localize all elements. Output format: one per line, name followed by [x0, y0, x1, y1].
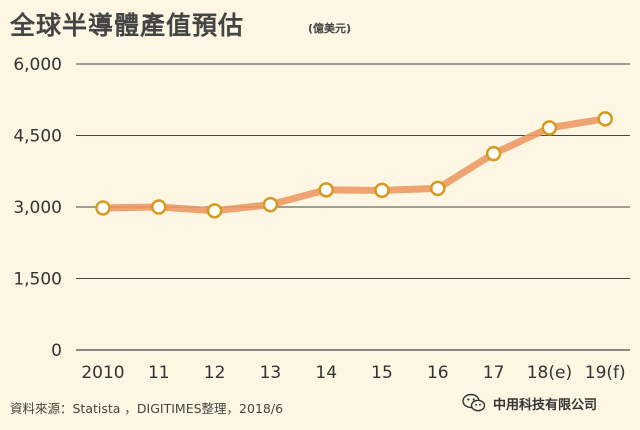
y-tick-label: 0 [51, 341, 62, 361]
data-point [95, 200, 111, 216]
watermark-text: 中用科技有限公司 [493, 397, 598, 413]
wechat-icon [462, 393, 486, 412]
data-point [541, 120, 558, 136]
data-point [485, 145, 502, 162]
x-tick-label: 17 [483, 363, 505, 383]
chart-unit: (億美元) [308, 22, 352, 35]
x-tick-label: 12 [204, 363, 226, 383]
x-tick-label: 19(f) [585, 363, 626, 383]
x-tick-label: 11 [148, 363, 170, 383]
x-tick-label: 15 [371, 363, 393, 383]
data-point [206, 203, 223, 219]
watermark: 中用科技有限公司 [462, 393, 597, 413]
y-tick-label: 3,000 [13, 198, 62, 218]
source-note: 資料來源：Statista ，DIGITIMES整理，2018/6 [10, 401, 284, 416]
y-tick-label: 4,500 [13, 127, 62, 147]
data-point [597, 111, 613, 127]
x-tick-label: 16 [427, 363, 449, 383]
data-point [430, 180, 446, 197]
data-point [374, 182, 390, 199]
y-tick-label: 6,000 [13, 55, 62, 75]
data-point [318, 182, 334, 198]
x-tick-label: 14 [315, 363, 337, 383]
x-tick-label: 13 [260, 363, 282, 383]
data-point [262, 196, 279, 213]
x-tick-label: 2010 [81, 363, 124, 383]
series-line [99, 115, 609, 215]
data-point [151, 199, 167, 215]
chart-title: 全球半導體產值預估 [10, 11, 245, 40]
x-tick-label: 18(e) [527, 363, 572, 383]
y-tick-label: 1,500 [13, 270, 62, 290]
